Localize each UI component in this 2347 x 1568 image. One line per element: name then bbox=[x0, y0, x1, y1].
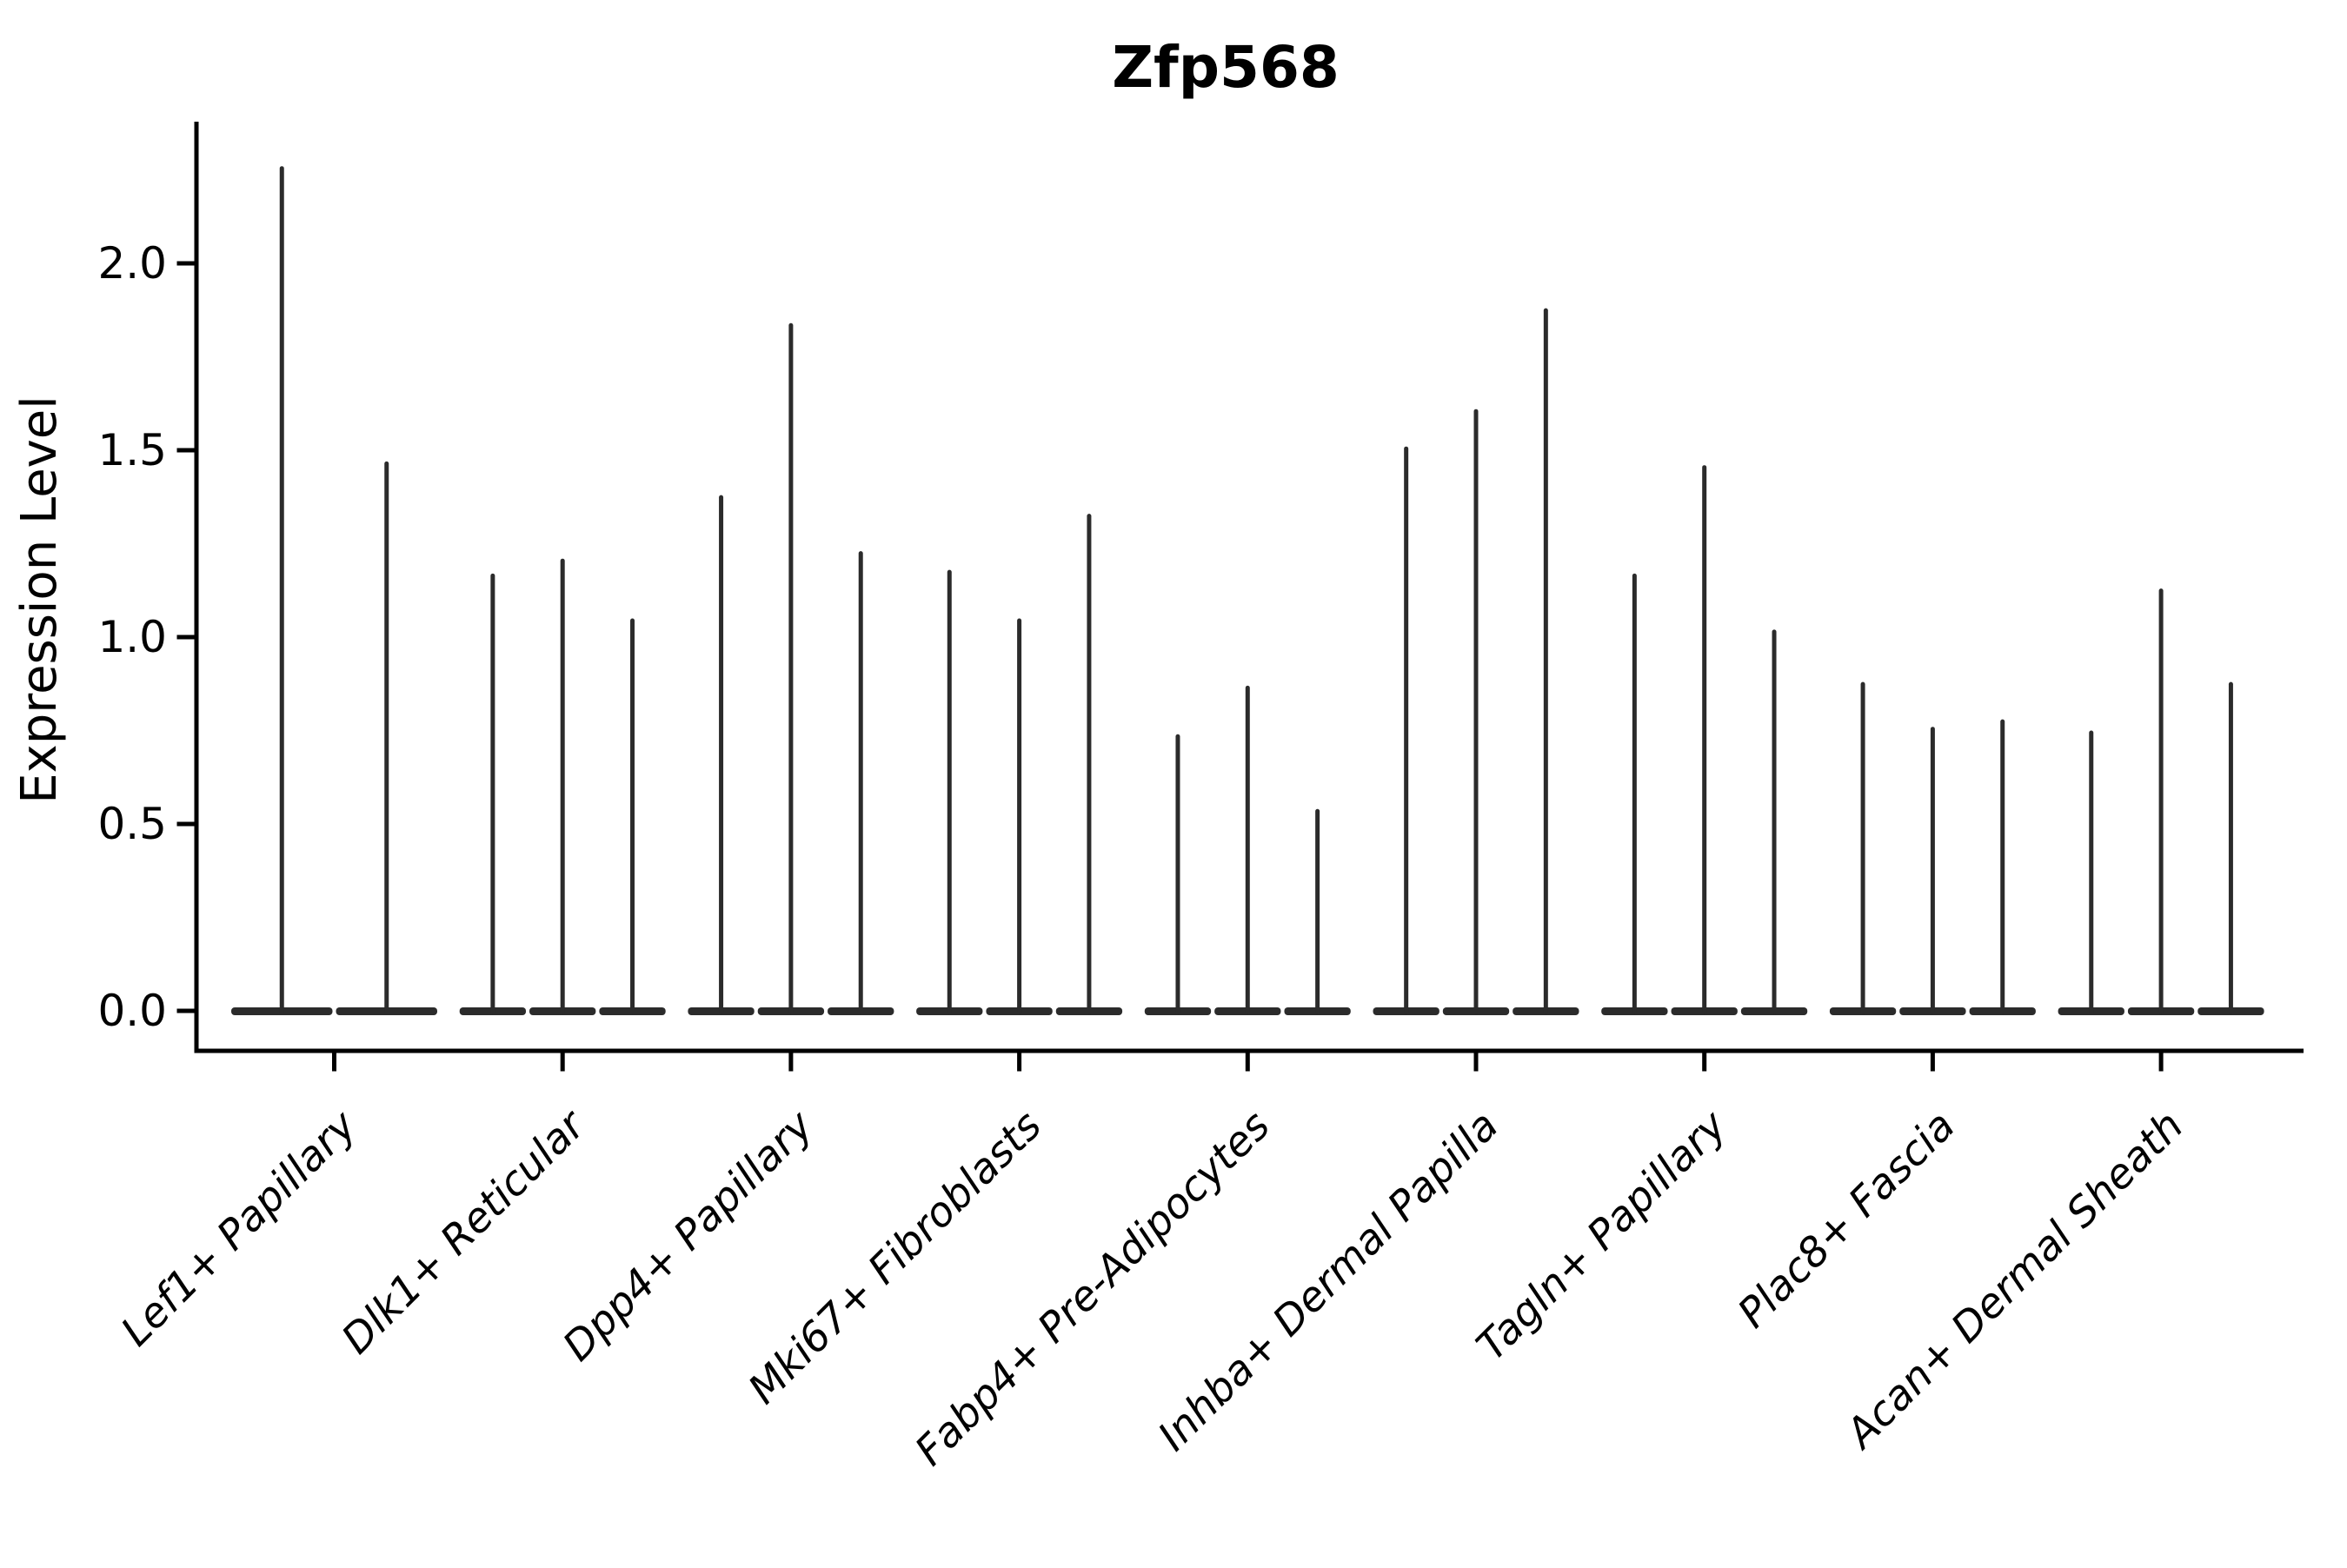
x-tick-mark bbox=[332, 1053, 336, 1072]
violin-spike bbox=[2000, 719, 2005, 1014]
violin-spike bbox=[1404, 446, 1409, 1014]
y-tick-mark bbox=[176, 635, 195, 640]
violin-spike bbox=[2158, 588, 2164, 1014]
violin-spike bbox=[1017, 618, 1022, 1014]
x-tick-mark bbox=[1017, 1053, 1022, 1072]
violin-spike bbox=[858, 551, 863, 1014]
x-tick-mark bbox=[560, 1053, 565, 1072]
violin-spike bbox=[1702, 465, 1707, 1014]
y-axis-spine bbox=[194, 122, 199, 1053]
violin-spike bbox=[947, 569, 952, 1014]
x-tick-label: Lef1+ Papillary bbox=[112, 1101, 367, 1356]
violin-spike bbox=[1772, 629, 1777, 1014]
x-tick-mark bbox=[1702, 1053, 1707, 1072]
violin-spike bbox=[1245, 685, 1250, 1014]
x-tick-mark bbox=[1245, 1053, 1250, 1072]
plot-title: Zfp568 bbox=[1112, 34, 1340, 101]
violin-spike bbox=[1930, 727, 1935, 1014]
violin-spike bbox=[630, 618, 635, 1014]
x-tick-mark bbox=[1930, 1053, 1935, 1072]
x-tick-label: Dpp4+ Papillary bbox=[554, 1101, 823, 1371]
violin-spike bbox=[1473, 409, 1479, 1014]
violin-spike bbox=[1315, 808, 1320, 1014]
x-axis-spine bbox=[194, 1048, 2304, 1053]
y-axis-label: Expression Level bbox=[11, 395, 68, 804]
y-tick-mark bbox=[176, 1008, 195, 1013]
violins bbox=[231, 166, 2264, 1015]
y-tick-label: 0.5 bbox=[97, 799, 167, 849]
x-tick-mark bbox=[1473, 1053, 1479, 1072]
violin-spike bbox=[1175, 734, 1180, 1014]
y-tick-label: 1.5 bbox=[97, 425, 167, 475]
x-tick-mark bbox=[788, 1053, 794, 1072]
y-tick-label: 1.0 bbox=[97, 612, 167, 662]
violin-spike bbox=[2089, 730, 2094, 1014]
violin-spike bbox=[788, 322, 794, 1014]
violin-spike bbox=[719, 495, 724, 1014]
violin-spike bbox=[1860, 681, 1865, 1014]
y-tick-labels: 0.0 0.5 1.0 1.5 2.0 bbox=[97, 238, 167, 1036]
x-tick-mark bbox=[2158, 1053, 2164, 1072]
violin-spike bbox=[1087, 514, 1092, 1014]
y-tick-mark bbox=[176, 261, 195, 266]
y-tick-label: 0.0 bbox=[97, 986, 167, 1036]
violin-spike bbox=[279, 166, 284, 1014]
x-tick-label: Dlk1+ Reticular bbox=[333, 1100, 596, 1364]
violin-spike bbox=[2228, 681, 2233, 1014]
x-tick-label: Tagln+ Papillary bbox=[1467, 1101, 1737, 1371]
x-tick-label: Plac8+ Fascia bbox=[1729, 1102, 1965, 1338]
y-tick-mark bbox=[176, 821, 195, 827]
violin-spike bbox=[384, 461, 389, 1014]
violin-spike bbox=[490, 573, 495, 1014]
violin-spike bbox=[1632, 573, 1637, 1014]
y-tick-mark bbox=[176, 448, 195, 453]
y-tick-label: 2.0 bbox=[97, 238, 167, 289]
violin-spike bbox=[1543, 308, 1548, 1015]
violin-spike bbox=[560, 558, 565, 1014]
axes bbox=[176, 122, 2304, 1072]
